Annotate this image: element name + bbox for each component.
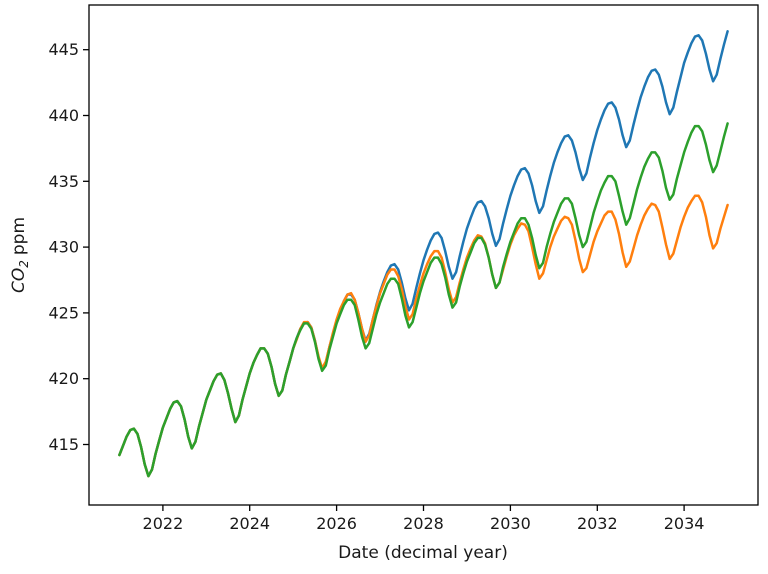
y-tick-label-435: 435 xyxy=(48,172,79,191)
y-axis-label-subscript-2: 2 xyxy=(17,260,31,268)
y-axis-label-co: CO xyxy=(9,268,29,293)
y-axis-label-ppm: ppm xyxy=(9,217,29,255)
x-tick-label-2032: 2032 xyxy=(577,514,618,533)
x-tick-label-2034: 2034 xyxy=(664,514,705,533)
x-tick-label-2028: 2028 xyxy=(403,514,444,533)
y-tick-label-445: 445 xyxy=(48,40,79,59)
x-tick-label-2026: 2026 xyxy=(316,514,357,533)
y-tick-label-415: 415 xyxy=(48,435,79,454)
x-axis-label: Date (decimal year) xyxy=(338,543,508,563)
y-tick-label-425: 425 xyxy=(48,303,79,322)
x-tick-label-2022: 2022 xyxy=(143,514,184,533)
plot-area xyxy=(88,4,759,506)
y-axis-label: CO2 ppm xyxy=(9,217,31,293)
series-layer xyxy=(118,30,729,478)
y-tick-label-430: 430 xyxy=(48,238,79,257)
series-line-green-mid-scenario xyxy=(118,122,729,478)
x-tick-label-2030: 2030 xyxy=(490,514,531,533)
y-tick-label-440: 440 xyxy=(48,106,79,125)
x-tick-label-2024: 2024 xyxy=(229,514,270,533)
y-tick-label-420: 420 xyxy=(48,369,79,388)
